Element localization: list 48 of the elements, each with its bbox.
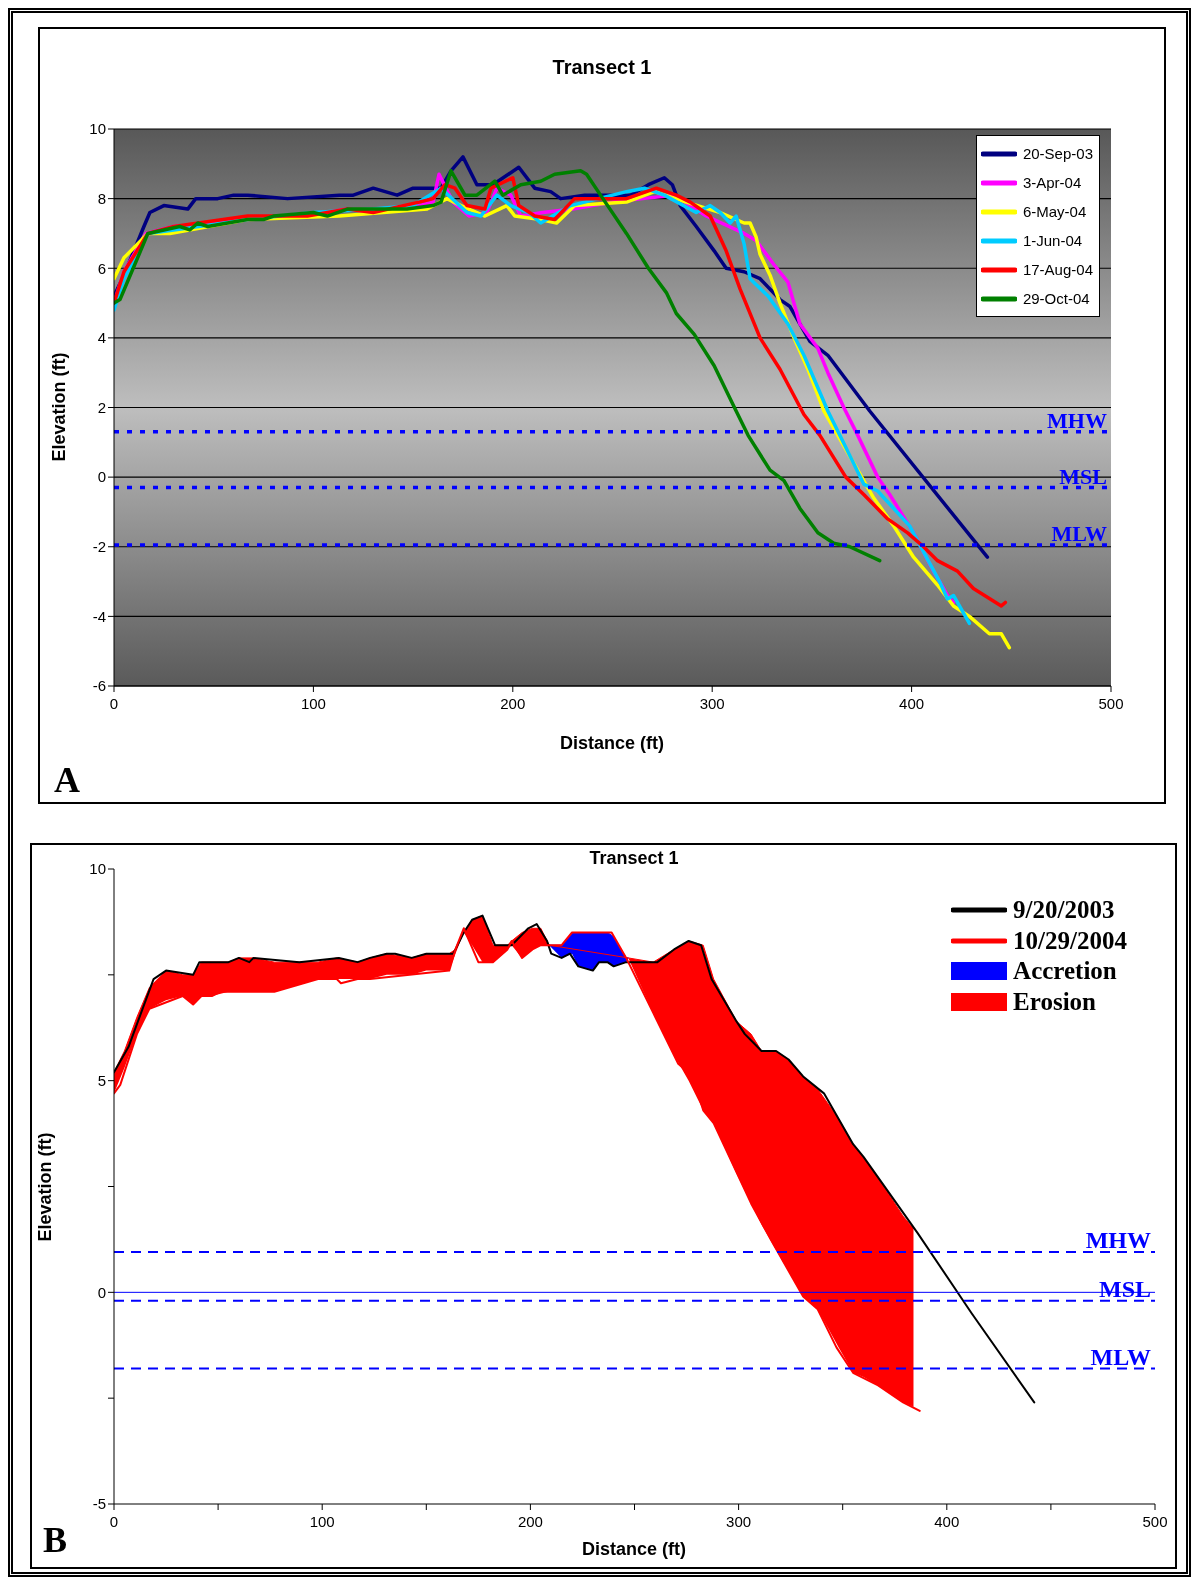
chart-title: Transect 1 [589,847,679,869]
legend-label: 29-Oct-04 [1022,290,1090,307]
x-axis-title: Distance (ft) [559,732,665,754]
y-tick-label: 10 [89,120,106,138]
x-tick-label: 200 [517,1512,543,1530]
x-tick-label: 400 [899,694,925,712]
x-tick-label: 200 [500,694,526,712]
line-series [114,169,882,563]
legend-label: 6-May-04 [1022,203,1087,220]
legend-label: 3-Apr-04 [1022,174,1082,191]
chart-title: Transect 1 [552,55,652,79]
y-axis-title: Elevation (ft) [34,1132,56,1242]
ref-line-label: MHW [1047,407,1107,433]
y-tick-label: 0 [97,1283,106,1301]
legend-label: 20-Sep-03 [1022,145,1093,162]
y-tick-label: 0 [97,468,106,486]
y-tick-label: 5 [97,1071,106,1089]
x-tick-label: 100 [300,694,326,712]
x-axis-title: Distance (ft) [581,1538,687,1560]
y-tick-label: 4 [97,329,106,347]
text: A [54,759,80,801]
x-tick-label: 0 [109,694,119,712]
x-tick-label: 100 [309,1512,335,1530]
legend-label: 1-Jun-04 [1022,232,1083,249]
y-tick-label: 8 [97,189,106,207]
ref-line-label: MHW [1085,1227,1151,1254]
y-tick-label: -4 [92,607,106,625]
y-tick-label: 6 [97,259,106,277]
y-tick-label: -2 [92,538,106,556]
ref-line-label: MLW [1090,1343,1151,1370]
y-tick-label: -5 [92,1495,106,1513]
legend-label: 17-Aug-04 [1022,261,1093,278]
x-tick-label: 500 [1142,1512,1168,1530]
text: B [42,1519,68,1561]
legend-label: Erosion [1013,987,1096,1016]
x-tick-label: 500 [1098,694,1124,712]
y-tick-label: 2 [97,398,106,416]
legend-label: 9/20/2003 [1013,896,1115,925]
x-tick-label: 0 [109,1512,119,1530]
y-tick-label: -6 [92,677,106,695]
y-axis-title: Elevation (ft) [48,352,70,462]
x-tick-label: 300 [699,694,725,712]
ref-line-label: MLW [1051,521,1107,547]
legend-label: Accretion [1013,957,1117,986]
x-tick-label: 400 [934,1512,960,1530]
legend-label: 10/29/2004 [1013,926,1127,955]
y-tick-label: 10 [89,860,106,878]
x-tick-label: 300 [726,1512,752,1530]
